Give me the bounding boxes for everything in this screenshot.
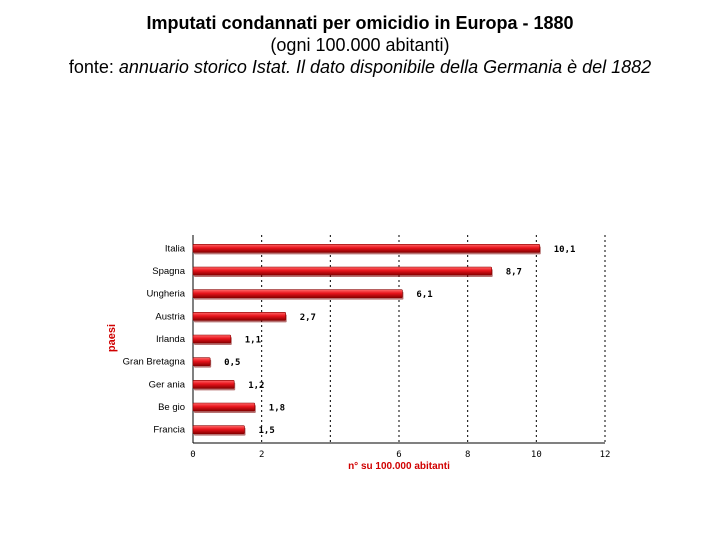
value-label-1: 8,7 (506, 268, 522, 278)
bar-1 (192, 266, 493, 276)
category-label-8: Francia (153, 425, 185, 436)
x-tick-label-0: 0 (190, 450, 195, 460)
x-tick-label-2: 2 (259, 450, 264, 460)
bar-6 (192, 380, 235, 389)
value-label-6: 1,2 (248, 381, 264, 391)
category-label-6: Ger ania (149, 379, 186, 390)
value-label-3: 2,7 (300, 313, 316, 323)
category-label-5: Gran Bretagna (123, 357, 186, 368)
category-label-4: Irlanda (156, 334, 186, 345)
category-label-2: Ungheria (146, 289, 185, 300)
category-label-3: Austria (155, 311, 185, 322)
value-label-0: 10,1 (554, 245, 576, 255)
bar-4 (192, 334, 232, 344)
source-note: annuario storico Istat. Il dato disponib… (118, 57, 652, 77)
category-label-1: Spagna (152, 266, 185, 277)
bar-8 (192, 425, 245, 434)
y-axis-title: paesi (106, 324, 118, 352)
bar-5 (192, 357, 211, 366)
title-line-3: fonte: annuario storico Istat. Il dato d… (40, 56, 680, 78)
category-label-0: Italia (165, 243, 186, 254)
x-tick-label-10: 10 (531, 450, 542, 460)
title-line-1: Imputati condannati per omicidio in Euro… (146, 13, 574, 33)
source-prefix: fonte: (68, 57, 119, 77)
value-label-4: 1,1 (245, 336, 261, 346)
x-tick-label-6: 6 (396, 450, 401, 460)
category-label-7: Be gio (158, 402, 185, 413)
x-tick-label-12: 12 (600, 450, 611, 460)
bar-0 (192, 244, 541, 253)
bar-7 (192, 402, 256, 412)
value-label-8: 1,5 (259, 426, 275, 436)
value-label-5: 0,5 (224, 358, 240, 368)
bar-3 (192, 312, 286, 321)
value-label-7: 1,8 (269, 404, 285, 414)
value-label-2: 6,1 (416, 290, 432, 300)
title-line-2: (ogni 100.000 abitanti) (270, 35, 450, 55)
x-axis-title: n° su 100.000 abitanti (348, 461, 450, 472)
chart-title: Imputati condannati per omicidio in Euro… (40, 12, 680, 78)
bar-2 (192, 289, 403, 298)
x-tick-label-8: 8 (465, 450, 470, 460)
